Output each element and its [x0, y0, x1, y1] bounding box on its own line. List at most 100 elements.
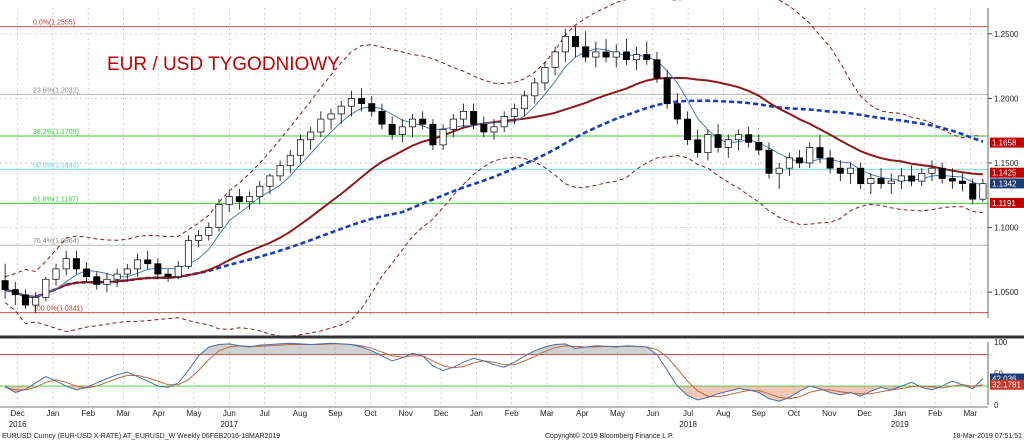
- candle-body: [551, 51, 559, 68]
- price-tag-label: 1.1658: [992, 139, 1017, 148]
- candle-body: [673, 103, 681, 120]
- candle-body: [582, 46, 590, 58]
- candle-body: [409, 118, 417, 128]
- main-grid: [0, 8, 988, 318]
- price-tag: [990, 197, 1024, 208]
- upper-band-line: [4, 0, 983, 278]
- candle-body: [653, 59, 661, 79]
- candle-body: [500, 116, 508, 128]
- candle-body: [144, 259, 152, 265]
- candle-body: [113, 273, 121, 280]
- candle-body: [755, 141, 763, 151]
- month-label: Oct: [364, 409, 377, 418]
- candle-body: [123, 268, 131, 275]
- candle-body: [133, 259, 142, 270]
- lower-band-line: [4, 155, 983, 337]
- month-label: Apr: [153, 409, 166, 418]
- year-label: 2016: [9, 420, 27, 429]
- oscillator-fast-line: [4, 342, 984, 402]
- price-tick-label: 1.0500: [994, 288, 1019, 297]
- candle-body: [806, 147, 814, 164]
- candle-body: [195, 234, 203, 241]
- candle-body: [276, 165, 284, 177]
- price-tick-label: 1.1000: [994, 224, 1019, 233]
- candle-body: [602, 51, 610, 58]
- fib-level-label: 0.0%(1.2555): [33, 20, 75, 27]
- candle-body: [11, 289, 19, 296]
- month-label: Feb: [928, 409, 942, 418]
- month-label: May: [610, 409, 625, 418]
- candle-body: [704, 134, 712, 154]
- candle-body: [286, 154, 294, 166]
- month-label: Jan: [470, 409, 483, 418]
- candle-body: [796, 157, 804, 164]
- month-label: Jan: [893, 409, 906, 418]
- fib-level-label: 61.8%(1.1187): [33, 196, 78, 203]
- month-label: Jul: [260, 409, 270, 418]
- oscillator-value-label: 32.1781: [992, 381, 1021, 390]
- candle-body: [378, 110, 386, 125]
- month-label: Oct: [788, 409, 801, 418]
- candle-body: [887, 180, 895, 185]
- candle-body: [490, 126, 498, 133]
- oscillator-grid: [0, 342, 988, 405]
- candle-body: [429, 123, 437, 146]
- oscillator-shading: [5, 343, 983, 355]
- month-label: Jun: [646, 409, 659, 418]
- candle-body: [521, 95, 529, 110]
- candle-body: [541, 67, 549, 84]
- candle-body: [368, 103, 376, 112]
- candle-body: [948, 178, 956, 182]
- candle-body: [42, 278, 50, 298]
- candle-body: [32, 296, 40, 306]
- candle-body: [897, 175, 905, 182]
- month-label: Jun: [223, 409, 236, 418]
- month-label: Aug: [293, 409, 307, 418]
- candle-body: [734, 134, 742, 141]
- month-label: Nov: [399, 409, 413, 418]
- footer-copyright: Copyright© 2019 Bloomberg Finance L.P.: [545, 432, 674, 440]
- candle-body: [745, 134, 753, 143]
- candle-body: [246, 196, 254, 203]
- fib-level-label: 23.6%(1.2032): [33, 87, 79, 94]
- candle-body: [480, 123, 488, 133]
- candle-body: [164, 273, 172, 278]
- price-tag-label: 1.1191: [992, 199, 1016, 208]
- candle-body: [347, 98, 355, 107]
- oscillator-slow-line: [4, 343, 983, 400]
- price-tag: [990, 137, 1024, 148]
- price-tag-label: 1.1342: [992, 179, 1017, 188]
- oscillator-tick-label: 0: [994, 401, 999, 410]
- candlesticks: [1, 26, 987, 313]
- candle-body: [215, 203, 223, 228]
- candle-body: [663, 77, 671, 104]
- candle-body: [571, 36, 579, 48]
- chart-title: EUR / USD TYGODNIOWY: [107, 54, 340, 75]
- price-tag: [990, 178, 1024, 189]
- price-tick-label: 1.1500: [994, 159, 1019, 168]
- month-label: Mar: [963, 409, 977, 418]
- candle-body: [398, 126, 406, 135]
- month-label: Dec: [857, 409, 871, 418]
- fib-level-label: 50.0%(1.1448): [33, 163, 79, 170]
- candle-body: [52, 268, 60, 280]
- oscillator-value-tag: [990, 373, 1024, 384]
- candle-body: [877, 178, 885, 185]
- candle-body: [969, 183, 977, 200]
- candle-body: [785, 157, 793, 169]
- fibonacci-levels: 0.0%(1.2555) 23.6%(1.2032) 38.2%(1.1709) 50…: [0, 20, 988, 314]
- candle-body: [174, 265, 182, 278]
- candle-body: [235, 196, 243, 203]
- candle-body: [439, 129, 447, 146]
- month-label: Feb: [505, 409, 519, 418]
- candle-body: [205, 227, 213, 236]
- candle-body: [724, 139, 732, 148]
- candle-body: [296, 139, 304, 156]
- candle-body: [633, 54, 641, 61]
- month-label: Apr: [576, 409, 589, 418]
- candle-body: [816, 147, 824, 159]
- candle-body: [184, 240, 192, 267]
- candle-body: [225, 196, 233, 205]
